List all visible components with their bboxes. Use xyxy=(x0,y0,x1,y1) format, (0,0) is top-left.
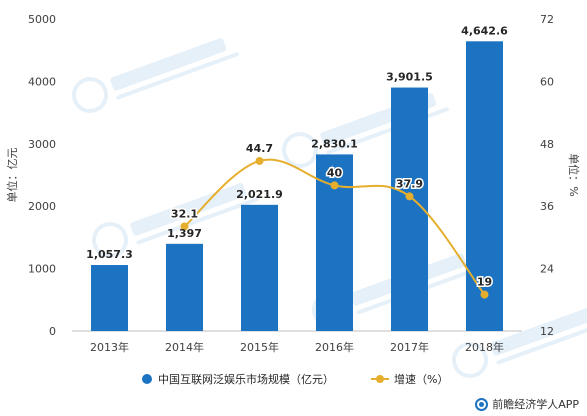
footer-brand: 前瞻经济学人APP xyxy=(475,396,579,412)
bar-value-label: 2,021.9 xyxy=(236,188,283,201)
watermark-logo-icon xyxy=(452,342,488,378)
watermark-bar xyxy=(130,183,247,236)
bar xyxy=(466,41,503,332)
y-right-tick-label: 36 xyxy=(540,200,554,213)
y-left-tick-label: 4000 xyxy=(28,75,56,88)
y-left-tick-label: 2000 xyxy=(28,200,56,213)
watermark-logo-icon xyxy=(72,77,108,113)
y-left-tick-label: 1000 xyxy=(28,263,56,276)
legend-bar-label: 中国互联网泛娱乐市场规模（亿元） xyxy=(158,372,334,386)
line-value-label: 44.7 xyxy=(246,142,273,155)
x-tick-label: 2017年 xyxy=(390,340,429,354)
growth-point xyxy=(330,181,339,190)
y-left-tick-label: 5000 xyxy=(28,13,56,26)
legend: 中国互联网泛娱乐市场规模（亿元） 增速（%） xyxy=(142,372,448,386)
y-right-axis-title: 单位：% xyxy=(567,153,581,196)
y-right-tick-label: 72 xyxy=(540,13,554,26)
y-left-tick-label: 3000 xyxy=(28,138,56,151)
x-tick-label: 2014年 xyxy=(165,340,204,354)
watermark-bar xyxy=(136,197,259,245)
line-value-label: 19 xyxy=(477,276,492,289)
x-tick-label: 2013年 xyxy=(90,340,129,354)
line-value-label: 40 xyxy=(327,166,343,179)
bar-value-label: 2,830.1 xyxy=(311,137,358,150)
watermark-mark xyxy=(92,183,259,258)
watermark-bar xyxy=(116,52,239,100)
line-series xyxy=(180,156,489,299)
x-tick-label: 2015年 xyxy=(240,340,279,354)
bar-value-label: 4,642.6 xyxy=(461,24,508,37)
legend-line-label: 增速（%） xyxy=(394,372,448,386)
qianzhan-logo-icon xyxy=(475,397,489,411)
bar xyxy=(91,265,128,331)
watermark-logo-icon xyxy=(282,132,318,168)
x-tick-label: 2018年 xyxy=(465,340,504,354)
bar-value-label: 3,901.5 xyxy=(386,71,433,84)
footer-text: 前瞻经济学人APP xyxy=(492,398,579,411)
watermark-bar xyxy=(110,38,227,91)
legend-line-dot xyxy=(376,375,384,383)
bar xyxy=(241,204,278,331)
bar-series xyxy=(91,41,503,332)
watermark-bar xyxy=(496,317,587,365)
data-labels: 1,057.3 1,397 2,021.9 2,830.1 3,901.5 4,642.6… xyxy=(86,24,508,290)
legend-bar-marker xyxy=(142,374,152,384)
axes: 0 1000 2000 3000 4000 5000 12 24 36 48 60 72 2013年 20… xyxy=(5,13,581,354)
growth-point xyxy=(480,290,489,299)
line-value-label: 37.9 xyxy=(396,177,423,190)
watermark-mark xyxy=(72,38,239,113)
growth-point xyxy=(180,222,189,231)
watermark-mark xyxy=(452,303,587,378)
y-right-tick-label: 12 xyxy=(540,325,554,338)
y-right-tick-label: 60 xyxy=(540,75,554,88)
x-tick-label: 2016年 xyxy=(315,340,354,354)
line-value-label: 32.1 xyxy=(171,207,198,220)
y-left-axis-title: 单位：亿元 xyxy=(5,148,19,203)
watermark-logo-icon xyxy=(92,222,128,258)
growth-point xyxy=(405,192,414,201)
y-right-tick-label: 48 xyxy=(540,138,554,151)
y-right-tick-label: 24 xyxy=(540,263,554,276)
bar-value-label: 1,057.3 xyxy=(86,248,133,261)
y-left-tick-label: 0 xyxy=(49,325,56,338)
watermark-bar xyxy=(490,303,587,356)
bar xyxy=(391,87,428,331)
bar-value-label: 1,397 xyxy=(167,227,202,240)
bar xyxy=(166,243,203,331)
growth-point xyxy=(255,156,264,165)
